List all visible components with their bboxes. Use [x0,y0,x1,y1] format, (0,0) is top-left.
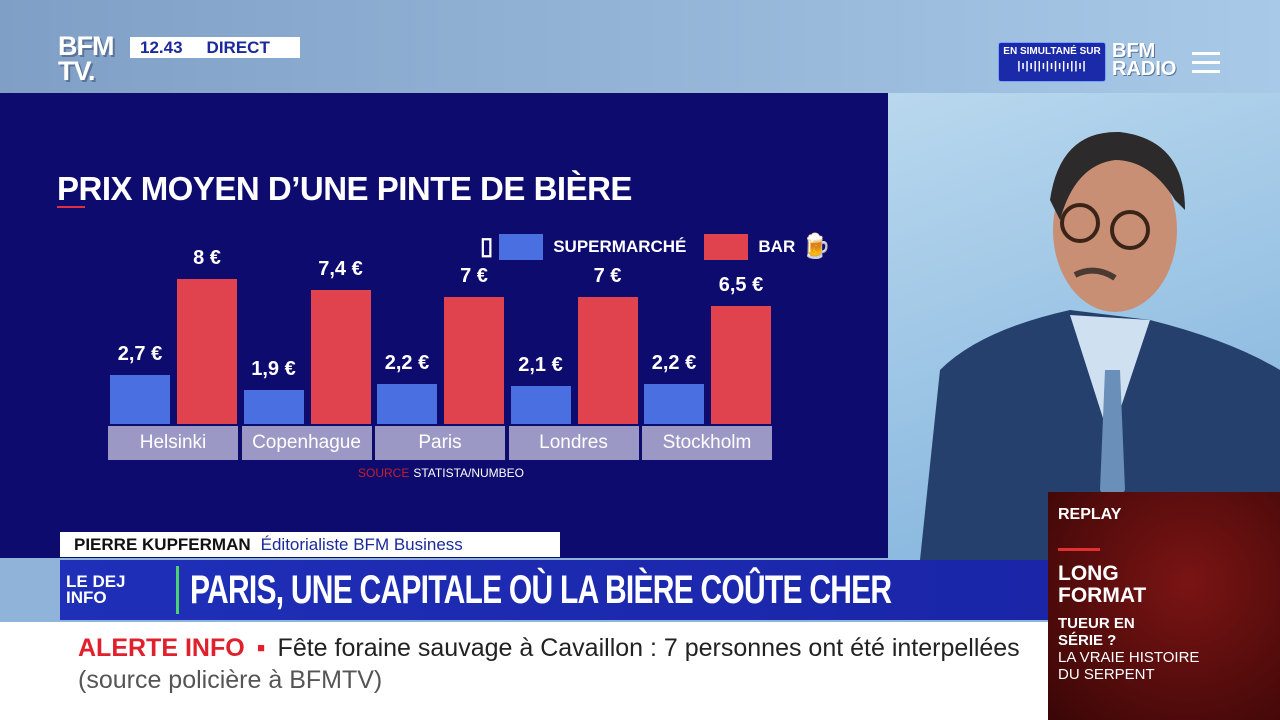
can-icon: ▯ [480,233,494,260]
alert-label: ALERTE INFO [78,634,245,662]
alert-source: (source policière à BFMTV) [78,666,383,694]
replay-subtitle: LA VRAIE HISTOIRE DU SERPENT [1058,649,1200,683]
data-label: 6,5 € [718,274,764,297]
data-label: 2,7 € [117,343,163,366]
simulcast-badge: EN SIMULTANÉ SUR |ı|ı||ı|ı|ı|ı||ı| [998,42,1106,82]
replay-format: LONG FORMAT [1058,562,1147,607]
bar-price-bar [711,306,771,424]
supermarche-price-bar [110,375,170,424]
replay-promo[interactable]: REPLAY LONG FORMAT TUEUR EN SÉRIE ? LA V… [1048,492,1280,720]
chart-title: PRIX MOYEN D’UNE PINTE DE BIÈRE [57,170,632,207]
menu-icon[interactable] [1192,52,1220,79]
data-label: 7 € [460,265,488,288]
bfm-radio-logo: BFM RADIO [1112,40,1177,80]
separator [176,566,179,614]
time: 12.43 [140,37,183,57]
replay-title: TUEUR EN SÉRIE ? [1058,615,1135,649]
alert-text: Fête foraine sauvage à Cavaillon : 7 per… [277,634,1020,662]
category-label: Stockholm [642,426,772,460]
show-logo: LE DEJ INFO [66,572,126,607]
headline: PARIS, UNE CAPITALE OÙ LA BIÈRE COÛTE CH… [190,568,892,612]
alert-marker: ▪ [256,634,266,662]
source-value: STATISTA/NUMBEO [413,466,525,480]
speaker-name-strip: PIERRE KUPFERMAN Éditorialiste BFM Busine… [60,532,560,557]
audio-wave-icon: |ı|ı||ı|ı|ı|ı||ı| [1017,60,1087,72]
clock-badge: 12.43 DIRECT [130,37,300,58]
simulcast-label: EN SIMULTANÉ SUR [1003,46,1101,57]
bar-price-bar [577,297,638,424]
category-label: Helsinki [108,426,238,460]
category-label: Paris [375,426,505,460]
title-underline [57,206,85,208]
bar-price-bar [310,289,371,424]
speaker-name: PIERRE KUPFERMAN [74,534,251,554]
category-label: Copenhague [241,426,372,460]
bar-price-bar [177,279,237,424]
replay-label: REPLAY [1058,506,1122,523]
source-label: SOURCE [358,466,410,480]
supermarche-price-bar [243,389,304,424]
legend-swatch-supermarche [499,233,544,260]
data-label: 2,2 € [651,352,697,375]
data-label: 1,9 € [251,357,296,380]
beer-glass-icon: 🍺 [801,233,832,260]
data-label: 8 € [193,247,221,269]
bar-price-bar [444,297,504,424]
data-label: 2,1 € [518,353,563,376]
supermarche-price-bar [644,384,704,424]
legend-label-supermarche: SUPERMARCHÉ [553,236,687,256]
chart-source: SOURCE STATISTA/NUMBEO [358,466,524,480]
legend-label-bar: BAR [758,236,796,256]
data-label: 7,4 € [318,257,363,280]
speaker-role: Éditorialiste BFM Business [260,534,463,554]
live-label: DIRECT [206,37,270,57]
data-label: 2,2 € [384,352,430,375]
data-label: 7 € [593,265,622,288]
legend-swatch-bar [704,233,749,260]
category-label: Londres [508,426,639,460]
headline-bar: LE DEJ INFO PARIS, UNE CAPITALE OÙ LA BI… [60,560,1048,620]
legend: ▯ SUPERMARCHÉ BAR 🍺 [480,232,831,261]
replay-divider [1058,548,1100,551]
bfmtv-logo: BFM TV. [58,31,114,86]
supermarche-price-bar [510,385,571,424]
supermarche-price-bar [377,384,437,424]
news-ticker: ALERTE INFO ▪ Fête foraine sauvage à Cavai… [0,622,1048,720]
